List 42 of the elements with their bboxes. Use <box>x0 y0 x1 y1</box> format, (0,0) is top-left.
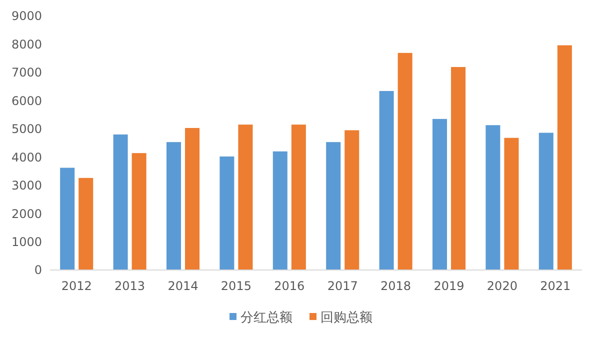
bar <box>503 136 520 270</box>
bar <box>556 44 573 270</box>
legend-label: 回购总额 <box>320 310 372 326</box>
x-tick-label: 2013 <box>114 279 146 293</box>
bar <box>344 129 360 270</box>
bar <box>325 141 342 270</box>
x-tick-label: 2015 <box>220 279 252 293</box>
bar <box>378 90 395 270</box>
y-tick-label: 3000 <box>11 178 42 193</box>
bar <box>431 118 448 270</box>
bar <box>165 141 182 270</box>
bar <box>59 166 76 270</box>
x-tick-label: 2020 <box>486 279 518 293</box>
bar <box>484 124 502 270</box>
y-tick-label: 1000 <box>11 234 42 249</box>
x-tick-label: 2016 <box>274 279 305 293</box>
bar <box>450 66 467 270</box>
x-tick-label: 2018 <box>380 279 412 293</box>
y-tick-label: 4000 <box>11 150 42 164</box>
bar <box>272 150 288 270</box>
bar <box>184 126 201 270</box>
bar <box>112 133 129 270</box>
x-tick-label: 2019 <box>434 279 464 293</box>
legend-label: 分红总额 <box>240 310 292 326</box>
y-tick-label: 6000 <box>11 94 42 108</box>
y-tick-label: 9000 <box>11 9 42 24</box>
bar <box>290 124 307 270</box>
y-tick-label: 2000 <box>11 206 42 221</box>
x-tick-label: 2017 <box>327 279 358 293</box>
y-tick-label: 0 <box>34 263 42 278</box>
bar <box>78 176 94 270</box>
y-tick-label: 8000 <box>11 37 42 52</box>
y-tick-label: 5000 <box>11 122 42 136</box>
x-tick-label: 2021 <box>540 279 571 293</box>
bar <box>218 155 236 270</box>
y-tick-label: 7000 <box>11 66 42 80</box>
x-tick-label: 2012 <box>61 279 92 293</box>
bar <box>538 132 554 270</box>
bar <box>396 52 414 270</box>
x-tick-label: 2014 <box>168 279 198 293</box>
bar <box>237 124 254 270</box>
bar <box>130 152 148 270</box>
